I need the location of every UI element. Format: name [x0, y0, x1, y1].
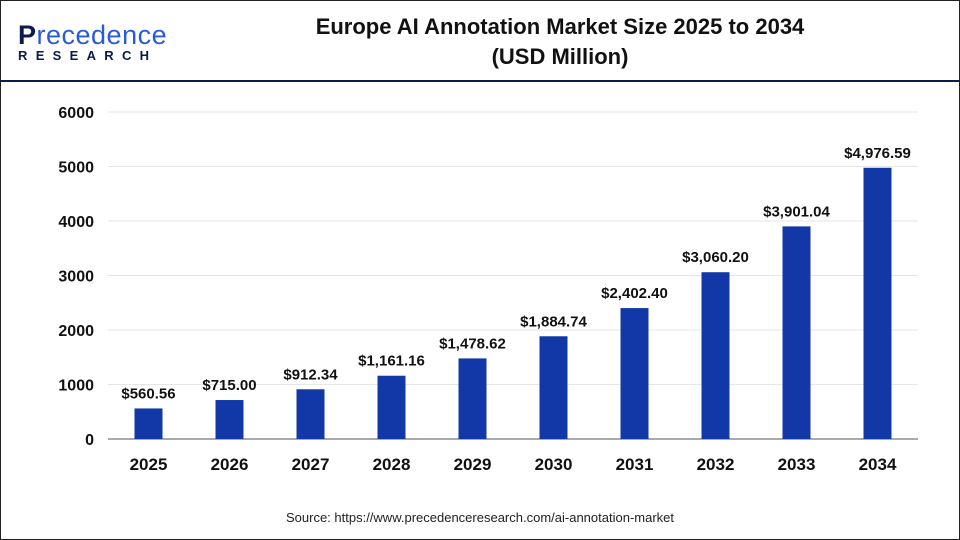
x-tick-label: 2033: [778, 455, 816, 474]
x-tick-label: 2025: [130, 455, 168, 474]
bar: [377, 375, 406, 439]
y-tick-label: 2000: [58, 323, 94, 340]
y-tick-label: 5000: [58, 160, 94, 177]
source-note: Source: https://www.precedenceresearch.c…: [285, 510, 675, 525]
header-divider: [0, 80, 960, 82]
x-tick-label: 2031: [616, 455, 654, 474]
logo: Precedence RESEARCH: [18, 20, 168, 64]
bar: [701, 272, 730, 439]
bar: [134, 408, 163, 439]
data-label: $4,976.59: [844, 145, 911, 162]
x-tick-label: 2028: [373, 455, 411, 474]
logo-line2: RESEARCH: [18, 48, 158, 63]
bar: [863, 167, 892, 439]
bar: [296, 389, 325, 439]
bar: [539, 336, 568, 439]
data-label: $912.34: [283, 366, 338, 383]
data-label: $2,402.40: [601, 285, 668, 302]
x-tick-label: 2034: [859, 455, 897, 474]
y-tick-label: 4000: [58, 214, 94, 231]
data-label: $3,901.04: [763, 203, 830, 220]
y-tick-label: 0: [85, 432, 94, 449]
x-tick-label: 2027: [292, 455, 330, 474]
y-tick-label: 1000: [58, 378, 94, 395]
data-label: $1,161.16: [358, 353, 425, 370]
title-line2: (USD Million): [491, 44, 629, 69]
x-tick-label: 2030: [535, 455, 573, 474]
bar: [458, 358, 487, 439]
data-label: $3,060.20: [682, 249, 749, 266]
data-label: $560.56: [121, 385, 175, 402]
y-tick-label: 6000: [58, 105, 94, 122]
y-tick-label: 3000: [58, 269, 94, 286]
data-label: $715.00: [202, 377, 256, 394]
bar: [782, 226, 811, 439]
chart-title: Europe AI Annotation Market Size 2025 to…: [250, 12, 870, 72]
x-tick-label: 2029: [454, 455, 492, 474]
title-line1: Europe AI Annotation Market Size 2025 to…: [315, 14, 805, 39]
bar: [620, 308, 649, 439]
bar: [215, 400, 244, 439]
logo-line1: Precedence: [18, 20, 168, 50]
data-label: $1,478.62: [439, 335, 506, 352]
data-label: $1,884.74: [520, 313, 587, 330]
x-tick-label: 2026: [211, 455, 249, 474]
x-tick-label: 2032: [697, 455, 735, 474]
